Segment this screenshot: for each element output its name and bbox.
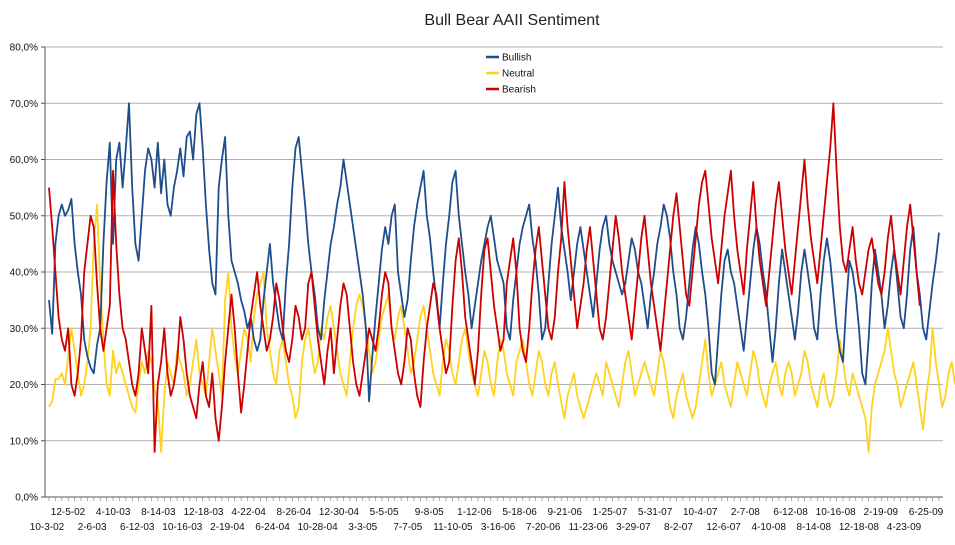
y-tick-label: 30,0% — [10, 324, 38, 335]
x-tick-label: 1-12-06 — [457, 507, 492, 518]
y-tick-label: 20,0% — [10, 380, 38, 391]
legend-label-bearish: Bearish — [502, 85, 536, 96]
x-tick-label: 12-30-04 — [319, 507, 359, 518]
x-tick-label: 2-7-08 — [731, 507, 760, 518]
x-tick-label: 12-5-02 — [51, 507, 86, 518]
series-line-bullish — [48, 102, 940, 403]
series-lines — [48, 102, 955, 453]
y-tick-label: 50,0% — [10, 211, 38, 222]
x-tick-label: 10-4-07 — [683, 507, 718, 518]
x-tick-label: 12-18-08 — [839, 522, 879, 533]
x-tick-label: 7-20-06 — [526, 522, 561, 533]
x-tick-label: 3-16-06 — [481, 522, 516, 533]
x-tick-label: 12-6-07 — [706, 522, 741, 533]
x-tick-label: 10-16-03 — [162, 522, 202, 533]
x-tick-label: 6-12-03 — [120, 522, 155, 533]
x-tick-label: 7-7-05 — [393, 522, 422, 533]
legend-label-neutral: Neutral — [502, 69, 534, 80]
x-tick-label: 8-26-04 — [277, 507, 312, 518]
x-tick-label: 6-24-04 — [255, 522, 290, 533]
x-tick-label: 6-12-08 — [773, 507, 808, 518]
x-tick-label: 3-3-05 — [348, 522, 377, 533]
x-tick-label: 11-23-06 — [569, 522, 609, 533]
x-tick-label: 12-18-03 — [183, 507, 223, 518]
y-tick-label: 0,0% — [15, 493, 38, 504]
chart-title: Bull Bear AAII Sentiment — [424, 12, 600, 29]
legend: Bullish Neutral Bearish — [486, 53, 536, 96]
x-tick-label: 4-23-09 — [887, 522, 922, 533]
x-tick-label: 9-8-05 — [415, 507, 444, 518]
y-tick-label: 80,0% — [10, 43, 38, 54]
x-tick-label: 5-5-05 — [370, 507, 399, 518]
x-tick-label: 8-2-07 — [664, 522, 693, 533]
x-tick-label: 3-29-07 — [616, 522, 651, 533]
y-tick-label: 70,0% — [10, 99, 38, 110]
x-tick-label: 6-25-09 — [909, 507, 944, 518]
x-tick-label: 5-31-07 — [638, 507, 673, 518]
x-tick-label: 5-18-06 — [502, 507, 537, 518]
axes: 0,0% 10,0% 20,0% 30,0% 40,0% 50,0% 60,0% 70,0% 8… — [10, 43, 944, 534]
y-tick-label: 40,0% — [10, 268, 38, 279]
x-tick-label: 10-16-08 — [816, 507, 856, 518]
x-tick-label: 8-14-03 — [141, 507, 176, 518]
y-tick-label: 60,0% — [10, 155, 38, 166]
x-tick-label: 9-21-06 — [548, 507, 583, 518]
gridlines — [45, 46, 943, 498]
x-tick-label: 10-28-04 — [298, 522, 338, 533]
x-tick-label: 2-6-03 — [78, 522, 107, 533]
x-tick-label: 2-19-04 — [210, 522, 245, 533]
x-tick-label: 8-14-08 — [797, 522, 832, 533]
y-tick-label: 10,0% — [10, 436, 38, 447]
series-line-bearish — [48, 102, 921, 453]
legend-label-bullish: Bullish — [502, 53, 531, 64]
x-tick-label: 4-10-08 — [751, 522, 786, 533]
x-tick-label: 10-3-02 — [30, 522, 65, 533]
x-tick-label: 4-22-04 — [231, 507, 266, 518]
x-tick-label: 11-10-05 — [433, 522, 473, 533]
x-tick-label: 1-25-07 — [593, 507, 628, 518]
x-tick-label: 4-10-03 — [96, 507, 131, 518]
x-tick-label: 2-19-09 — [864, 507, 899, 518]
